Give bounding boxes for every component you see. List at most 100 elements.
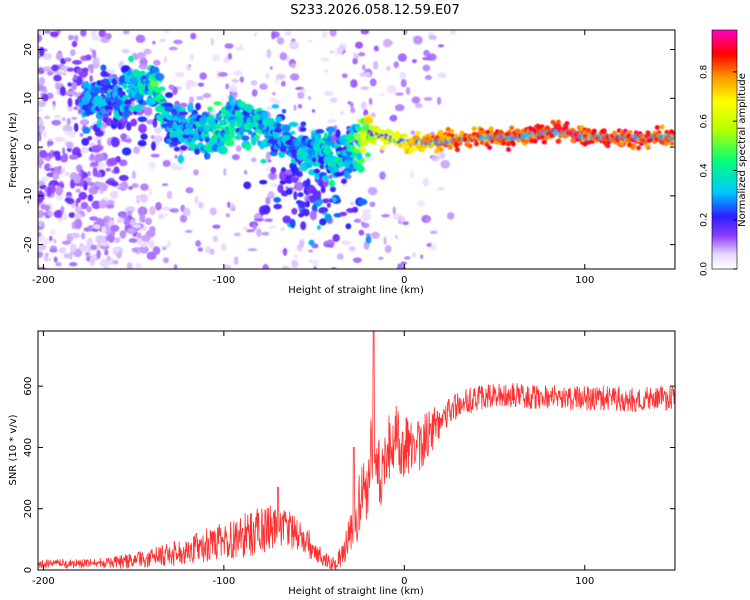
heatmap-noise-cell [328,119,336,123]
heatmap-cluster-cell [101,226,107,234]
heatmap-cluster-cell [46,186,52,197]
heatmap-ridge-cell [228,130,236,139]
heatmap-ridge-cell [177,154,184,164]
heatmap-ridge-cell [112,80,118,86]
heatmap-y-tick-label: 10 [23,92,34,105]
heatmap-cluster-cell [50,31,59,38]
heatmap-noise-cell [243,169,248,175]
heatmap-noise-cell [261,231,270,236]
heatmap-cluster-cell [332,233,340,242]
heatmap-ridge-cell [556,123,562,129]
heatmap-ridge-cell [176,128,182,137]
snr-x-ticks: -200 -100 0 100 [32,331,594,587]
heatmap-cluster-cell [40,204,46,210]
heatmap-x-axis-label: Height of straight line (km) [288,285,424,296]
heatmap-cluster-cell [161,206,172,211]
heatmap-noise-cell [229,202,235,210]
heatmap-noise-cell [369,201,376,208]
heatmap-noise-cell [39,234,45,243]
heatmap-ridge-cell [218,146,228,155]
heatmap-noise-cell [126,262,133,269]
heatmap-cluster-cell [67,82,73,87]
heatmap-cluster-cell [64,197,72,203]
heatmap-cluster-cell [73,34,79,42]
heatmap-noise-cell [272,92,276,96]
heatmap-cluster-cell [309,210,317,221]
heatmap-cluster-cell [138,123,147,134]
heatmap-blobs [38,30,675,269]
heatmap-noise-cell [404,256,411,260]
heatmap-ridge-cell [326,147,331,156]
heatmap-cluster-cell [61,240,72,245]
heatmap-noise-cell [405,87,411,95]
heatmap-ridge-cell [471,126,477,132]
heatmap-ridge-cell [654,125,660,130]
heatmap-noise-cell [233,232,241,237]
heatmap-ridge-cell [669,141,675,146]
heatmap-ridge-cell [195,102,202,111]
heatmap-noise-cell [413,35,423,45]
heatmap-cluster-cell [66,191,72,196]
heatmap-noise-cell [58,247,67,254]
heatmap-ridge-cell [96,119,103,128]
heatmap-noise-cell [363,71,371,78]
heatmap-ridge-cell [246,104,254,113]
heatmap-cluster-cell [73,74,78,81]
heatmap-noise-cell [254,32,258,37]
heatmap-ridge-cell [313,168,321,174]
heatmap-noise-cell [446,212,455,220]
heatmap-noise-cell [185,229,193,233]
heatmap-noise-cell [352,57,358,65]
heatmap-cluster-cell [95,181,105,188]
heatmap-noise-cell [209,207,217,216]
heatmap-noise-cell [386,65,391,71]
heatmap-cluster-cell [91,62,101,69]
heatmap-cluster-cell [351,206,359,213]
heatmap-cluster-cell [74,218,83,229]
snr-x-axis-label: Height of straight line (km) [288,586,424,597]
heatmap-noise-cell [79,119,90,126]
heatmap-cluster-cell [294,181,304,191]
snr-x-tick-label: 100 [575,576,594,587]
heatmap-ridge-cell [154,73,164,81]
heatmap-ridge-cell [253,134,261,139]
heatmap-cluster-cell [95,217,104,225]
heatmap-noise-cell [360,86,370,91]
heatmap-cluster-cell [94,153,105,162]
heatmap-noise-cell [437,72,447,79]
heatmap-ridge-cell [227,126,238,133]
heatmap-cluster-cell [282,215,292,224]
heatmap-ridge-cell [404,141,410,147]
heatmap-ridge-cell [170,108,179,116]
heatmap-noise-cell [65,171,69,177]
heatmap-noise-cell [422,177,430,187]
heatmap-noise-cell [389,114,398,122]
heatmap-noise-cell [323,68,329,73]
heatmap-noise-cell [393,61,399,69]
heatmap-ridge-cell [81,96,89,105]
heatmap-noise-cell [155,201,162,211]
heatmap-noise-cell [252,223,257,231]
heatmap-ridge-cell [169,141,179,147]
heatmap-noise-cell [212,224,221,229]
heatmap-noise-cell [53,256,58,263]
heatmap-noise-cell [98,30,106,38]
heatmap-noise-cell [38,33,43,43]
colorbar-tick-label: 0.0 [700,262,710,277]
heatmap-ridge-cell [314,172,320,180]
heatmap-noise-cell [227,52,233,60]
heatmap-cluster-cell [273,203,283,210]
heatmap-noise-cell [135,34,146,43]
heatmap-ridge-cell [582,141,588,147]
heatmap-noise-cell [53,114,62,119]
heatmap-ridge-cell [170,137,181,142]
heatmap-ridge-cell [612,130,618,136]
heatmap-cluster-cell [76,197,81,203]
heatmap-noise-cell [297,91,305,99]
heatmap-ridge-cell [328,179,336,188]
heatmap-noise-cell [69,251,73,260]
heatmap-ridge-cell [333,171,344,177]
heatmap-noise-cell [339,110,344,115]
heatmap-noise-cell [38,209,45,218]
heatmap-ridge-cell [226,139,234,144]
